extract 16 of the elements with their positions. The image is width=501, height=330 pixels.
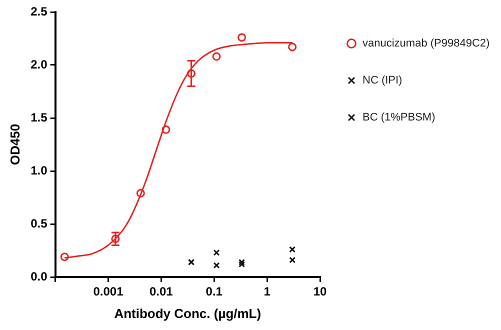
- y-tick-label: 1.5: [30, 110, 48, 124]
- y-tick-label: 0.0: [30, 269, 48, 284]
- y-tick-label: 1.0: [30, 163, 48, 178]
- legend-label: BC (1%PBSM): [362, 112, 436, 124]
- y-tick-label: 2.5: [30, 4, 48, 18]
- x-axis-title: Antibody Conc. (µg/mL): [114, 306, 262, 321]
- legend-label: vanucizumab (P99849C2): [362, 38, 490, 50]
- x-tick-label: 0.1: [206, 284, 223, 299]
- y-axis-title: OD450: [7, 124, 22, 166]
- legend-label: NC (IPI): [362, 74, 402, 87]
- y-tick-label: 2.0: [30, 57, 48, 72]
- x-tick-label: 0.001: [93, 284, 124, 299]
- x-tick-label: 1: [264, 284, 271, 299]
- y-tick-label: 0.5: [30, 216, 48, 230]
- x-tick-label: 10: [313, 284, 327, 299]
- x-tick-label: 0.01: [149, 284, 174, 299]
